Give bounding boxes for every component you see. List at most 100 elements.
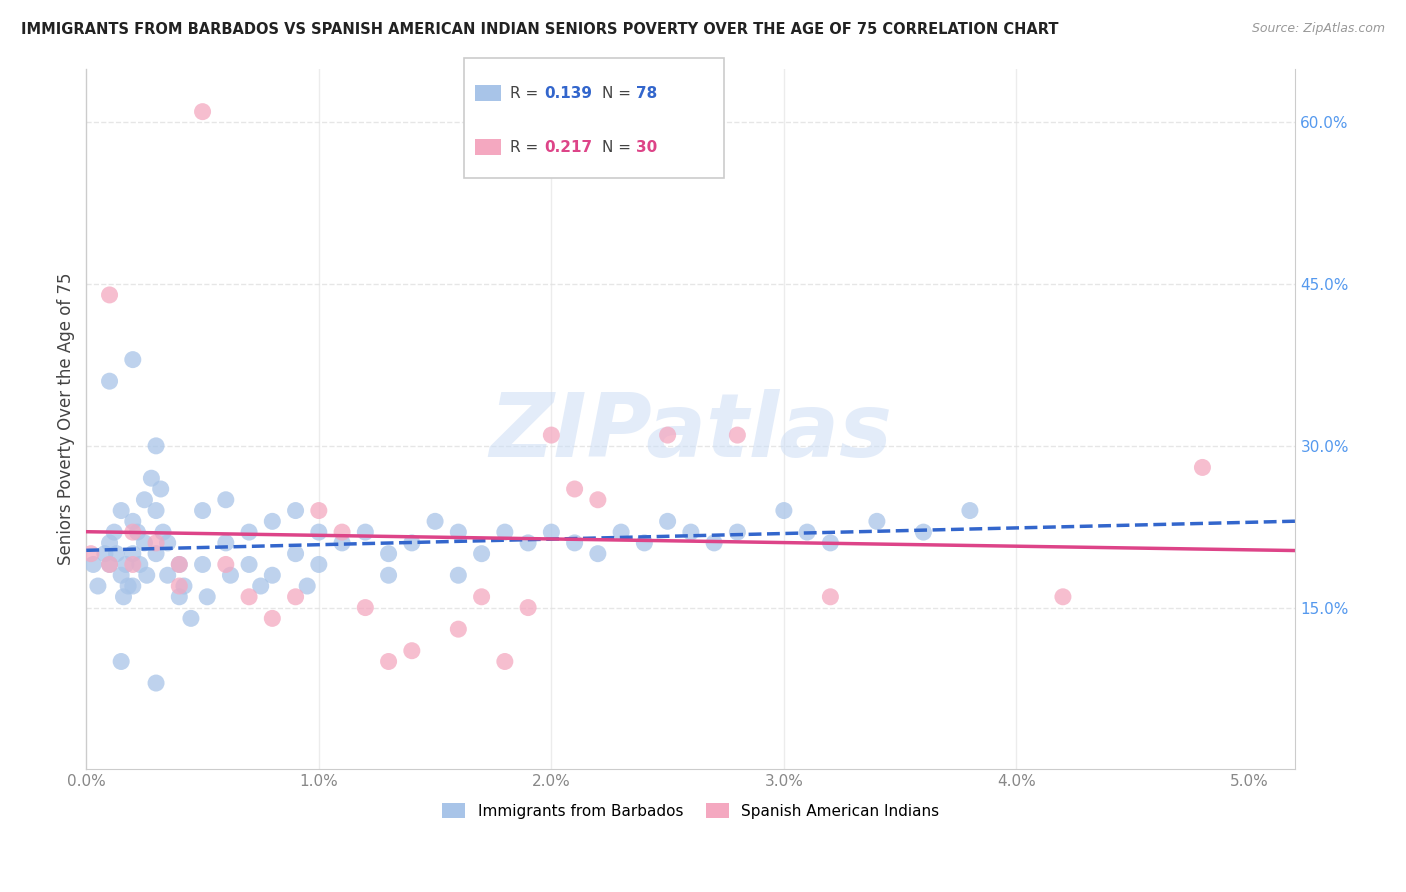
Point — [215, 536, 238, 550]
Point — [156, 568, 179, 582]
Point — [703, 536, 725, 550]
Point — [284, 590, 307, 604]
Point — [110, 655, 132, 669]
Point — [540, 525, 562, 540]
Point — [354, 600, 377, 615]
Point — [110, 568, 132, 582]
Point — [773, 503, 796, 517]
Point — [145, 676, 167, 690]
Point — [295, 579, 318, 593]
Point — [262, 514, 284, 528]
Point — [112, 590, 135, 604]
Point — [447, 622, 470, 636]
Point — [98, 536, 121, 550]
Point — [586, 492, 609, 507]
Point — [114, 558, 136, 572]
Text: Source: ZipAtlas.com: Source: ZipAtlas.com — [1251, 22, 1385, 36]
Point — [103, 525, 125, 540]
Point — [866, 514, 889, 528]
Point — [820, 590, 842, 604]
Point — [191, 104, 214, 119]
Point — [447, 568, 470, 582]
Point — [169, 558, 191, 572]
Point — [180, 611, 202, 625]
Point — [912, 525, 935, 540]
Point — [633, 536, 655, 550]
Point — [98, 374, 121, 388]
Point — [98, 558, 121, 572]
Point — [308, 558, 330, 572]
Point — [657, 428, 679, 442]
Point — [354, 525, 377, 540]
Point — [127, 525, 149, 540]
Point — [173, 579, 195, 593]
Legend: Immigrants from Barbados, Spanish American Indians: Immigrants from Barbados, Spanish Americ… — [436, 797, 945, 825]
Point — [262, 611, 284, 625]
Point — [377, 655, 399, 669]
Point — [308, 503, 330, 517]
Point — [679, 525, 702, 540]
Point — [586, 547, 609, 561]
Point — [377, 568, 399, 582]
Point — [82, 558, 104, 572]
Text: 0.217: 0.217 — [544, 140, 592, 155]
Text: N =: N = — [602, 140, 636, 155]
Point — [149, 482, 172, 496]
Point — [262, 568, 284, 582]
Point — [191, 503, 214, 517]
Text: R =: R = — [510, 140, 544, 155]
Point — [517, 600, 540, 615]
Point — [564, 536, 586, 550]
Point — [219, 568, 242, 582]
Point — [215, 492, 238, 507]
Point — [110, 503, 132, 517]
Point — [121, 525, 143, 540]
Point — [330, 525, 353, 540]
Y-axis label: Seniors Poverty Over the Age of 75: Seniors Poverty Over the Age of 75 — [58, 273, 75, 566]
Point — [121, 352, 143, 367]
Point — [121, 579, 143, 593]
Point — [249, 579, 271, 593]
Point — [128, 558, 150, 572]
Point — [657, 514, 679, 528]
Point — [401, 536, 423, 550]
Point — [94, 547, 117, 561]
Point — [121, 547, 143, 561]
Point — [494, 655, 516, 669]
Point — [215, 558, 238, 572]
Point — [145, 439, 167, 453]
Point — [169, 590, 191, 604]
Point — [195, 590, 218, 604]
Point — [959, 503, 981, 517]
Point — [191, 558, 214, 572]
Point — [610, 525, 633, 540]
Point — [87, 579, 110, 593]
Point — [725, 525, 748, 540]
Point — [725, 428, 748, 442]
Point — [80, 547, 103, 561]
Point — [494, 525, 516, 540]
Text: ZIPatlas: ZIPatlas — [489, 390, 893, 476]
Point — [423, 514, 446, 528]
Point — [169, 579, 191, 593]
Point — [152, 525, 174, 540]
Point — [141, 471, 163, 485]
Text: N =: N = — [602, 86, 636, 101]
Point — [145, 503, 167, 517]
Point — [330, 536, 353, 550]
Text: 0.139: 0.139 — [544, 86, 592, 101]
Point — [145, 536, 167, 550]
Point — [1052, 590, 1074, 604]
Point — [105, 547, 128, 561]
Point — [121, 558, 143, 572]
Point — [447, 525, 470, 540]
Point — [238, 558, 260, 572]
Point — [284, 547, 307, 561]
Point — [377, 547, 399, 561]
Point — [117, 579, 139, 593]
Point — [134, 536, 156, 550]
Point — [1191, 460, 1213, 475]
Text: IMMIGRANTS FROM BARBADOS VS SPANISH AMERICAN INDIAN SENIORS POVERTY OVER THE AGE: IMMIGRANTS FROM BARBADOS VS SPANISH AMER… — [21, 22, 1059, 37]
Point — [238, 590, 260, 604]
Point — [471, 590, 494, 604]
